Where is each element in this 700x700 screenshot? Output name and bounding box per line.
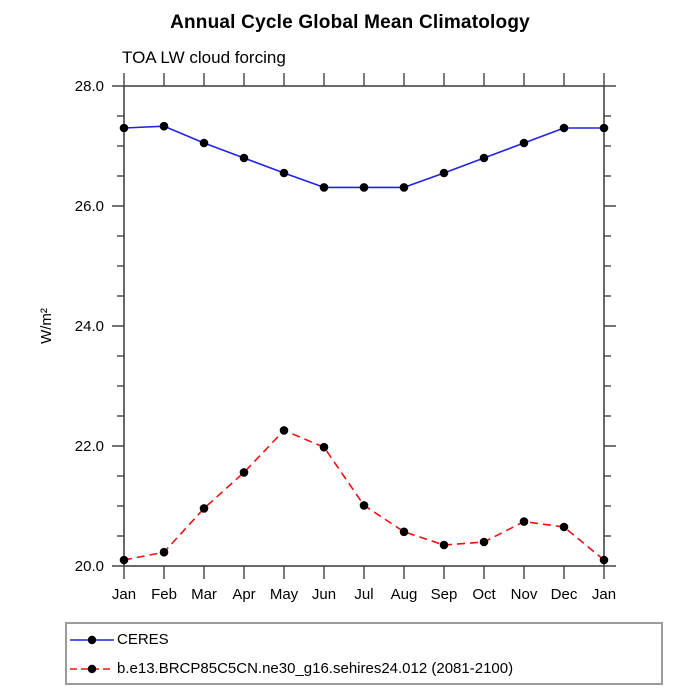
data-point-marker bbox=[279, 426, 289, 435]
series-line-0 bbox=[123, 125, 604, 189]
data-point-marker bbox=[239, 468, 249, 477]
data-point-marker bbox=[439, 168, 449, 178]
x-axis-tick-label: May bbox=[270, 586, 299, 603]
legend-label-ceres: CERES bbox=[117, 631, 169, 648]
legend-box: CERES b.e13.BRCP85C5CN.ne30_g16.sehires2… bbox=[65, 622, 663, 685]
chart-subtitle: TOA LW cloud forcing bbox=[122, 48, 286, 67]
data-point-marker bbox=[159, 547, 169, 557]
x-axis-tick-label: Oct bbox=[472, 586, 496, 603]
x-axis-tick-label: Jun bbox=[312, 586, 336, 603]
data-point-marker bbox=[319, 442, 329, 452]
x-axis-tick-label: Apr bbox=[232, 586, 255, 603]
data-point-marker bbox=[199, 504, 209, 513]
data-point-marker bbox=[559, 522, 569, 532]
data-point-marker bbox=[119, 123, 129, 133]
y-axis-title: W/m² bbox=[38, 308, 55, 344]
data-point-marker bbox=[479, 537, 489, 547]
data-point-marker bbox=[319, 183, 329, 192]
y-axis-tick-label: 20.0 bbox=[75, 558, 104, 575]
legend-label-model: b.e13.BRCP85C5CN.ne30_g16.sehires24.012 … bbox=[117, 660, 514, 677]
x-axis-tick-label: Dec bbox=[551, 586, 578, 603]
plot-box bbox=[123, 85, 605, 567]
data-point-marker bbox=[519, 517, 529, 526]
y-axis-tick-label: 24.0 bbox=[75, 318, 104, 335]
legend-item-model: b.e13.BRCP85C5CN.ne30_g16.sehires24.012 … bbox=[67, 654, 661, 683]
x-axis-tick-label: Nov bbox=[511, 586, 538, 603]
x-axis-tick-label: Mar bbox=[191, 586, 217, 603]
data-point-marker bbox=[519, 138, 529, 148]
series-line-1 bbox=[123, 429, 605, 561]
y-axis-tick-label: 28.0 bbox=[75, 78, 104, 95]
x-axis-tick-label: Feb bbox=[151, 586, 177, 603]
data-point-marker bbox=[479, 153, 489, 163]
data-point-marker bbox=[399, 183, 409, 192]
data-point-marker bbox=[599, 555, 609, 565]
data-point-marker bbox=[439, 540, 449, 550]
y-axis-tick-label: 22.0 bbox=[75, 438, 104, 455]
chart-title: Annual Cycle Global Mean Climatology bbox=[170, 12, 530, 33]
legend-dashed-line-icon bbox=[70, 664, 114, 673]
data-point-marker bbox=[159, 121, 169, 131]
data-point-marker bbox=[279, 168, 289, 178]
y-axis-tick-label: 26.0 bbox=[75, 198, 104, 215]
x-axis-tick-label: Jul bbox=[354, 586, 373, 603]
data-point-marker bbox=[239, 153, 249, 163]
data-point-marker bbox=[559, 123, 569, 133]
x-axis-tick-label: Aug bbox=[391, 586, 418, 603]
x-axis-tick-label: Jan bbox=[112, 586, 136, 603]
x-axis-tick-label: Sep bbox=[431, 586, 458, 603]
data-point-marker bbox=[199, 138, 209, 148]
data-point-marker bbox=[399, 527, 409, 537]
data-point-marker bbox=[359, 183, 369, 192]
data-point-marker bbox=[599, 123, 609, 133]
legend-item-ceres: CERES bbox=[67, 625, 661, 654]
data-point-marker bbox=[119, 555, 129, 565]
data-point-marker bbox=[359, 501, 369, 510]
x-axis-tick-label: Jan bbox=[592, 586, 616, 603]
legend-solid-line-icon bbox=[70, 635, 114, 644]
